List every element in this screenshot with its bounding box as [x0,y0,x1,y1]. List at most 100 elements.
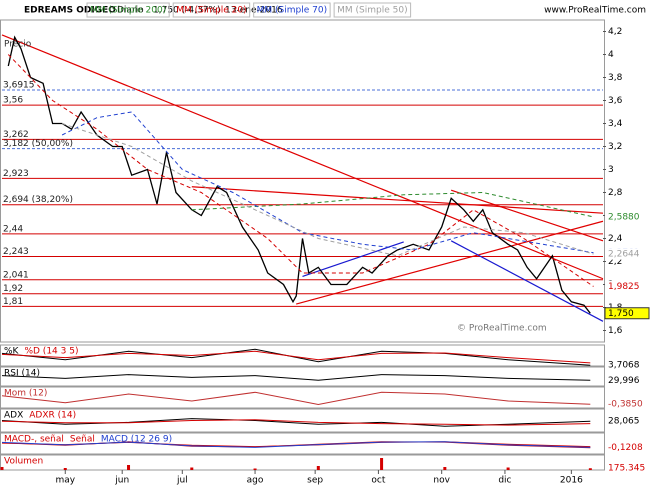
legend-entry: RSI (14) [4,369,40,379]
legend-entry: Mom (12) [4,389,47,399]
y-tick-label: 2,4 [608,234,623,244]
level-label: 3,56 [3,96,23,106]
trend-line [191,186,604,214]
legend-box [333,2,412,18]
legend-entry: MM (Simple 50) [337,6,407,16]
y-tick-label: 1,6 [608,326,623,336]
header-period: Diario [117,6,144,16]
y-tick-label: 4 [608,50,614,60]
bar [63,468,67,470]
value-label: 29,996 [608,376,640,386]
level-label: 2,243 [3,247,29,257]
level-label: 2,041 [3,270,29,280]
bar [588,468,592,470]
legend-entry: Señal [70,435,95,445]
level-label: 2,694 (38,20%) [3,195,73,205]
value-label-box [605,462,649,474]
level-label: 2,923 [3,169,29,179]
value-label: 2,2644 [608,250,640,260]
legend-entry: %K [4,347,20,357]
legend-entry: %D (14 3 5) [24,347,78,357]
x-tick-label: dic [498,476,511,486]
x-tick-label: 2016 [560,476,583,486]
bar [443,467,447,470]
y-tick-label: 3 [608,165,614,175]
level-label: 3,262 [3,130,29,140]
trend-line [302,241,404,278]
legend-entry: ADX [4,411,23,421]
bar [0,467,4,470]
level-label: 1,92 [3,284,23,294]
bar [253,468,257,470]
panel-frame [0,408,605,433]
value-label: 175.345 [608,464,645,474]
value-label-box [605,211,649,223]
series-line [191,191,594,218]
value-label: 1,750 [608,309,634,319]
x-tick-label: ago [247,476,264,486]
value-label-box [605,374,649,386]
y-tick-label: 3,4 [608,119,623,129]
legend-entry: MACD-, señal [4,435,64,445]
value-label-box [605,398,649,410]
trend-line [296,220,604,305]
legend-entry: MM (Simple 200) [90,6,166,16]
y-tick-label: 3,8 [608,73,623,83]
panel-title: Precio [4,40,32,50]
series-line [61,111,594,254]
header-site: www.ProRealTime.com [544,6,646,16]
value-label-box [604,307,650,320]
panel-frame [0,366,605,387]
value-label: 1,9825 [608,282,640,292]
value-label-box [605,248,649,260]
legend-entry: MACD (12 26 9) [101,435,172,445]
series-line [61,123,594,257]
panel-frame [0,344,605,367]
level-label: 3,182 (50,00%) [3,139,73,149]
bar [380,458,384,470]
legend-entry: MM (Simple 70) [257,6,327,16]
x-tick-label: jul [176,476,188,486]
level-label: 1,81 [3,297,23,307]
bar [316,466,320,470]
series-line [1,350,591,364]
value-label: 28,065 [608,417,640,427]
legend-entry: MM (Simple 20) [176,6,246,16]
legend-box [253,2,331,18]
value-label: 2,5880 [608,212,640,222]
panel-frame [0,19,605,343]
bar [506,467,510,470]
value-label-box [605,442,649,454]
x-tick-label: oct [371,476,385,486]
x-tick-label: jun [114,476,129,486]
header-title: EDREAMS ODIGEO [24,6,116,16]
legend-entry: ADXR (14) [29,411,76,421]
level-label: 3,6915 [3,80,35,90]
trend-line [450,189,604,242]
series-line [1,374,591,381]
legend-box [86,2,170,18]
header-quote: 1,750 (-4,37%) [153,6,221,16]
value-label-box [605,415,649,427]
panel-frame [0,386,605,409]
panel-frame [0,454,605,471]
y-tick-label: 3,6 [608,96,623,106]
trend-line [450,240,604,322]
watermark: © ProRealTime.com [457,324,547,334]
level-label: 2,44 [3,224,23,234]
series-line [1,391,591,406]
bar [190,467,194,470]
series-line [1,419,591,426]
value-label: -0,1208 [608,443,643,453]
y-tick-label: 2,8 [608,188,623,198]
series-line [7,54,594,287]
bar [127,465,131,470]
y-tick-label: 2,2 [608,257,622,267]
x-tick-label: nov [433,476,450,486]
y-tick-label: 3,2 [608,142,622,152]
value-label-box [605,359,649,371]
x-tick-label: may [55,476,75,486]
legend-box [172,2,251,18]
